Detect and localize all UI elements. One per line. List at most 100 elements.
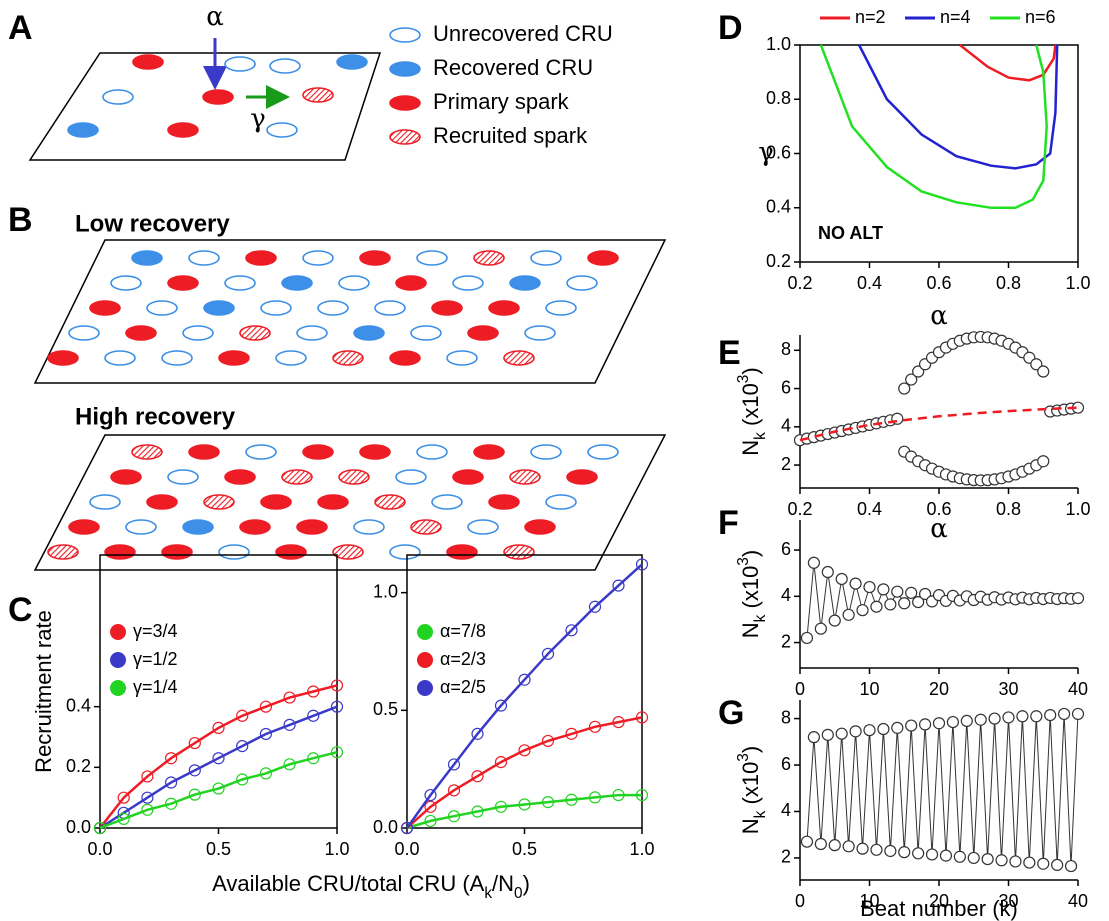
cru: [467, 519, 499, 535]
y-tick-label: 8: [781, 339, 791, 359]
legend-label: n=2: [855, 7, 886, 27]
marker: [424, 814, 437, 828]
cru: [167, 275, 199, 291]
marker: [1071, 707, 1085, 721]
series-line: [406, 716, 643, 829]
marker: [236, 773, 249, 786]
cru: [524, 519, 556, 535]
marker: [188, 788, 201, 801]
marker: [807, 731, 821, 744]
y-axis-label-part: 3: [735, 375, 752, 384]
marker: [1051, 858, 1064, 872]
cru: [467, 325, 499, 341]
series-line: [406, 793, 642, 830]
plane-high: [33, 434, 667, 571]
y-tick-label: 6: [781, 754, 791, 774]
marker: [541, 734, 555, 748]
marker: [884, 844, 897, 858]
cru: [67, 122, 99, 138]
marker: [842, 608, 855, 621]
cru: [452, 469, 484, 485]
cru: [202, 89, 234, 105]
marker: [967, 851, 980, 865]
cru: [110, 469, 142, 485]
legend-label: α=2/5: [440, 677, 486, 697]
marker: [877, 583, 890, 596]
y-tick-label: 8: [781, 707, 791, 727]
cru: [182, 519, 214, 535]
marker: [807, 556, 821, 569]
marker: [588, 720, 602, 733]
cru: [110, 275, 142, 291]
x-tick-label: 10: [859, 679, 879, 699]
marker: [588, 600, 602, 613]
x-tick-label: 1.0: [1065, 273, 1090, 293]
cru: [104, 350, 136, 366]
panel-label: G: [718, 694, 744, 732]
marker: [494, 800, 508, 813]
marker: [932, 717, 946, 730]
x-tick-label: 0: [795, 679, 805, 699]
marker: [236, 709, 249, 722]
x-tick-label: 0.0: [87, 839, 112, 859]
marker: [918, 718, 932, 731]
marker: [259, 727, 272, 741]
alpha-label: α: [206, 2, 224, 32]
marker: [898, 382, 911, 395]
x-axis-label: Beat number (k): [860, 896, 1018, 921]
x-tick-label: 1.0: [629, 839, 654, 859]
series-line: [806, 713, 1079, 867]
marker: [821, 565, 834, 579]
panel-label: F: [718, 504, 739, 542]
cru: [260, 494, 292, 510]
plane-low: [33, 239, 667, 384]
cru: [167, 469, 199, 485]
marker: [925, 848, 939, 861]
cru: [296, 325, 328, 341]
cru: [416, 444, 448, 460]
y-tick-label: 1.0: [373, 581, 398, 601]
cru: [89, 494, 121, 510]
marker: [212, 752, 225, 765]
x-tick-label: 0.2: [787, 273, 812, 293]
cru: [296, 519, 328, 535]
marker: [283, 691, 296, 704]
marker: [870, 843, 883, 856]
cru: [545, 300, 577, 316]
x-tick-label: 0.6: [926, 273, 951, 293]
legend-label: α=7/8: [440, 621, 486, 641]
marker: [424, 788, 437, 802]
marker: [141, 791, 154, 804]
marker: [1037, 455, 1050, 468]
marker: [828, 614, 841, 627]
cru: [188, 250, 220, 266]
cru: [125, 325, 157, 341]
marker: [946, 715, 960, 729]
marker: [259, 767, 272, 780]
legend-label: Unrecovered CRU: [433, 21, 613, 46]
cru: [389, 544, 421, 560]
legend-label: γ=1/2: [133, 649, 178, 669]
cru: [68, 519, 100, 535]
marker: [960, 714, 973, 728]
y-axis-label-part: N: [738, 440, 763, 456]
x-tick-label: 0.4: [857, 273, 882, 293]
legend-marker: [110, 652, 126, 668]
cru: [302, 444, 334, 460]
marker: [612, 579, 625, 592]
cru: [389, 350, 421, 366]
gamma-label: γ: [250, 104, 266, 134]
x-tick-label: 40: [1068, 679, 1088, 699]
cru: [473, 444, 505, 460]
cru: [218, 544, 250, 560]
marker: [981, 852, 994, 866]
marker: [1023, 856, 1036, 869]
x-tick-label: 40: [1068, 891, 1088, 911]
marker: [612, 788, 625, 802]
marker: [912, 595, 925, 609]
cru: [102, 89, 134, 105]
marker: [988, 712, 1001, 725]
y-tick-label: 0.6: [766, 142, 791, 162]
marker: [1030, 710, 1043, 723]
cru: [410, 325, 442, 341]
